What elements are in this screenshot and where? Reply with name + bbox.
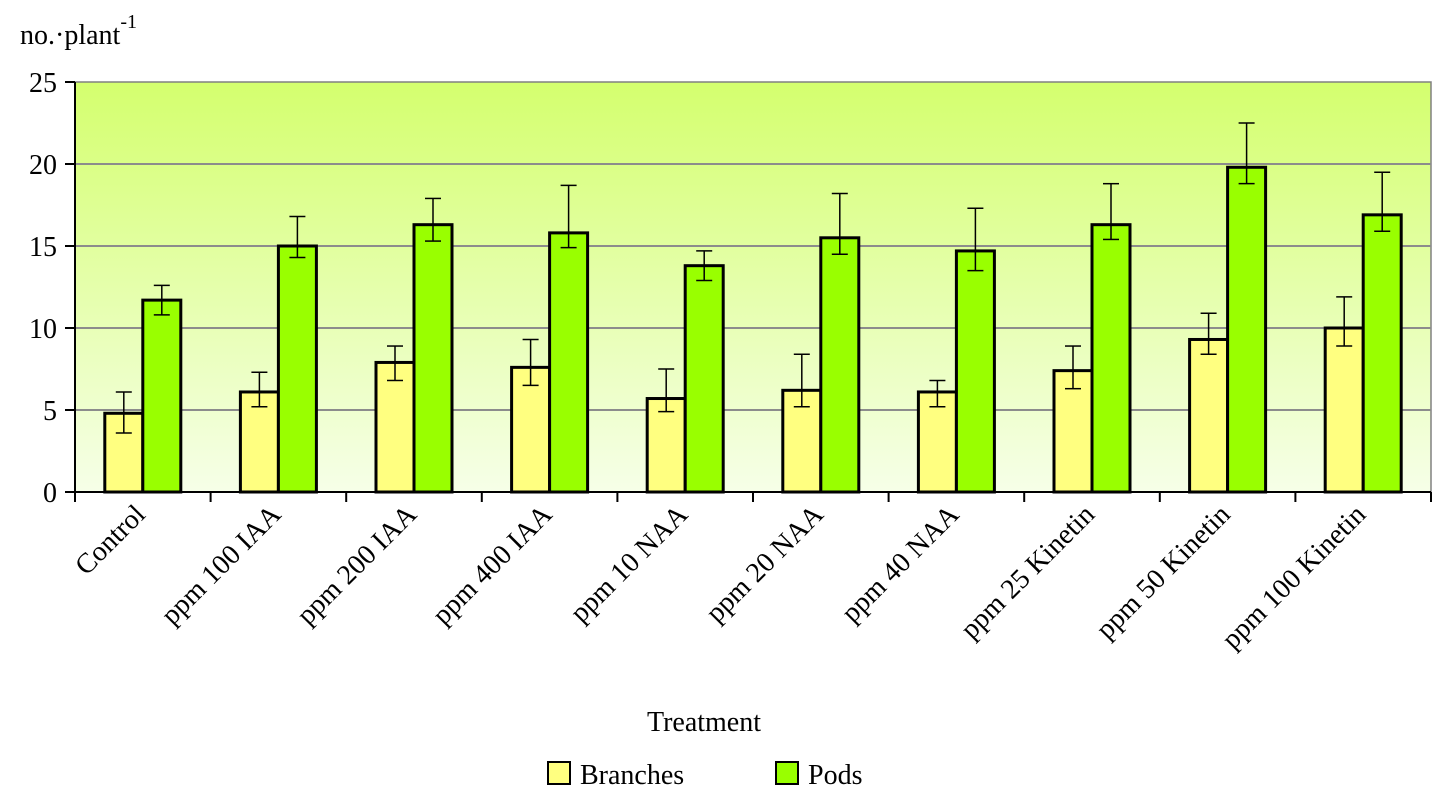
bar-pods-5 [819, 236, 861, 494]
bars [103, 165, 1403, 494]
x-tick-label: ppm 40 NAA [836, 498, 966, 628]
x-axis-label: Treatment [647, 707, 761, 738]
y-tick-label: 15 [29, 232, 57, 263]
y-axis-label: no.·plant-1 [20, 11, 137, 51]
bar-pods-9 [1361, 213, 1403, 494]
y-tick-label: 5 [43, 396, 57, 427]
bar-branches-4 [645, 397, 687, 494]
x-tick-label: ppm 10 NAA [564, 498, 694, 628]
error-bar-branches-6 [929, 379, 946, 408]
error-bar-branches-9 [1336, 296, 1353, 347]
error-bar-branches-8 [1200, 312, 1217, 355]
bar-pods-8 [1226, 165, 1268, 494]
error-bar-branches-7 [1065, 345, 1081, 390]
x-tick-label: ppm 50 Kinetin [1090, 499, 1236, 645]
x-tick-label: ppm 100 IAA [155, 498, 287, 630]
error-bar-branches-2 [387, 345, 403, 382]
legend-label-branches: Branches [580, 760, 684, 791]
legend-label-pods: Pods [808, 760, 862, 791]
error-bar-pods-8 [1238, 122, 1255, 185]
bar-pods-7 [1090, 223, 1132, 494]
x-tick-label: ppm 20 NAA [700, 498, 830, 628]
bar-pods-4 [683, 264, 725, 494]
x-tick-label: ppm 400 IAA [427, 498, 559, 630]
error-bar-branches-1 [251, 371, 268, 408]
y-tick-label: 0 [43, 478, 57, 509]
error-bar-branches-4 [658, 368, 675, 413]
error-bar-pods-1 [289, 215, 306, 259]
error-bar-pods-0 [153, 284, 170, 316]
axes [65, 81, 1432, 502]
error-bar-pods-4 [696, 250, 713, 282]
error-bar-branches-5 [793, 353, 810, 408]
legend: Branches Pods [547, 760, 862, 791]
y-tick-labels: 0 5 10 15 20 25 [29, 68, 57, 509]
y-tick-label: 25 [29, 68, 57, 99]
error-bar-branches-3 [522, 338, 539, 387]
x-tick-label: Control [69, 499, 152, 582]
error-bar-pods-5 [831, 192, 848, 255]
x-tick-labels: Control ppm 100 IAA ppm 200 IAA ppm 400 IAA… [69, 498, 1372, 655]
error-bar-pods-9 [1374, 171, 1391, 232]
y-tick-label: 20 [29, 150, 57, 181]
error-bar-pods-7 [1103, 182, 1119, 241]
bar-branches-8 [1188, 337, 1230, 494]
x-tick-label: ppm 25 Kinetin [955, 499, 1101, 645]
bar-pods-6 [954, 249, 996, 494]
x-tick-label: ppm 200 IAA [291, 498, 423, 630]
y-axis-label-superscript: -1 [120, 11, 137, 33]
bar-pods-2 [412, 223, 454, 494]
error-bar-pods-2 [425, 197, 441, 242]
error-bar-branches-0 [115, 391, 132, 434]
y-tick-label: 10 [29, 314, 57, 345]
error-bar-pods-6 [967, 207, 984, 272]
bar-pods-1 [276, 244, 318, 494]
x-tick-label: ppm 100 Kinetin [1216, 499, 1372, 655]
bar-branches-9 [1323, 326, 1365, 494]
error-bar-pods-3 [560, 184, 577, 249]
error-bars [115, 122, 1391, 434]
bar-branches-2 [374, 360, 416, 494]
legend-swatch-pods [775, 761, 799, 785]
bar-pods-0 [141, 298, 183, 494]
legend-swatch-branches [547, 761, 571, 785]
bar-pods-3 [548, 231, 590, 494]
